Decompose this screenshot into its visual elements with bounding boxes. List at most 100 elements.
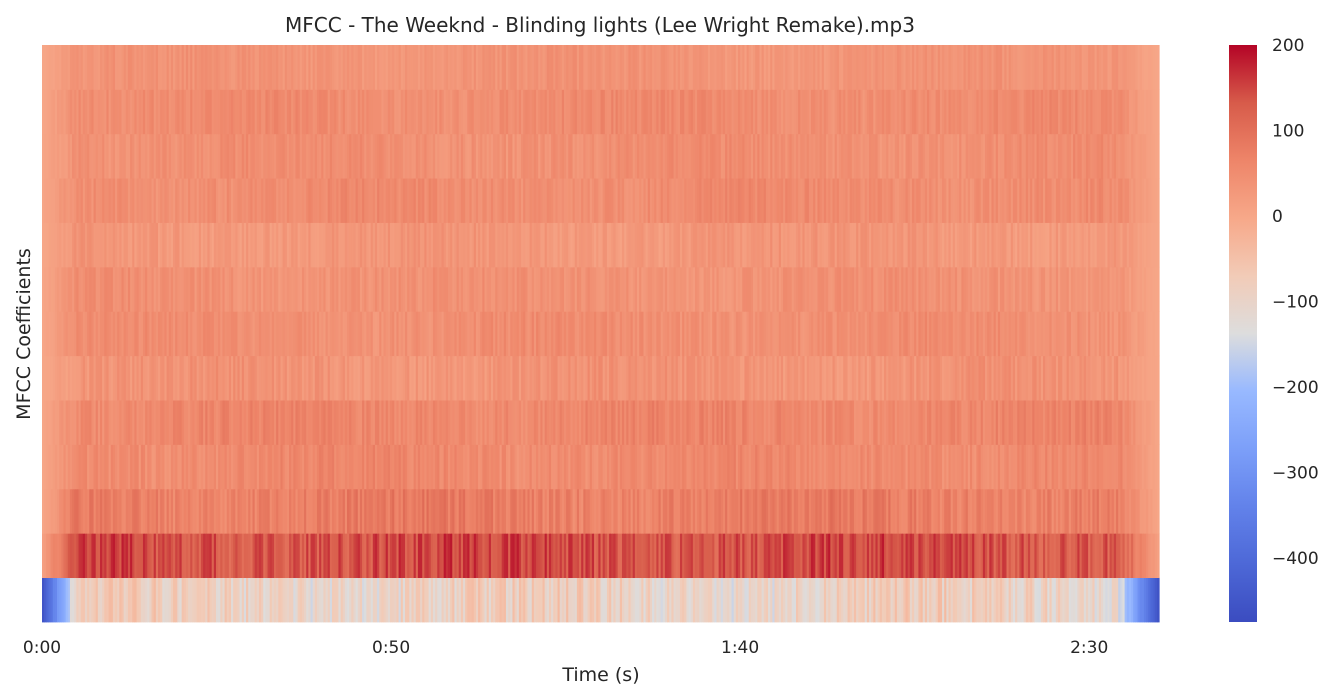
heatmap-cell xyxy=(450,355,453,401)
heatmap-cell xyxy=(778,577,782,623)
heatmap-cell xyxy=(1008,577,1012,623)
heatmap-cell xyxy=(643,311,647,357)
heatmap-cell xyxy=(675,400,679,445)
heatmap-cell xyxy=(1021,444,1025,490)
heatmap-cell xyxy=(420,266,423,312)
heatmap-cell xyxy=(183,400,187,445)
heatmap-cell xyxy=(495,444,498,490)
heatmap-cell xyxy=(394,178,398,223)
heatmap-cell xyxy=(336,577,340,623)
heatmap-cell xyxy=(826,488,829,534)
heatmap-cell xyxy=(467,488,471,534)
heatmap-cell xyxy=(181,178,185,223)
heatmap-cell xyxy=(398,355,402,401)
heatmap-cell xyxy=(849,266,853,312)
heatmap-cell xyxy=(536,266,539,312)
heatmap-cell xyxy=(806,533,810,579)
heatmap-cell xyxy=(671,444,675,490)
heatmap-cell xyxy=(896,488,900,534)
heatmap-cell xyxy=(791,355,795,401)
heatmap-cell xyxy=(630,222,634,268)
heatmap-cell xyxy=(722,222,726,268)
heatmap-cell xyxy=(860,222,864,268)
heatmap-cell xyxy=(961,311,965,357)
heatmap-cell xyxy=(1109,355,1113,401)
heatmap-cell xyxy=(682,266,685,312)
heatmap-cell xyxy=(716,577,720,623)
heatmap-cell xyxy=(785,355,788,401)
heatmap-cell xyxy=(347,266,350,312)
heatmap-cell xyxy=(647,444,651,490)
heatmap-cell xyxy=(87,178,90,223)
heatmap-cell xyxy=(121,266,125,312)
heatmap-cell xyxy=(162,222,166,268)
heatmap-cell xyxy=(273,355,277,401)
heatmap-cell xyxy=(493,178,496,223)
heatmap-cell xyxy=(1030,577,1033,623)
heatmap-cell xyxy=(475,266,479,312)
heatmap-cell xyxy=(714,533,718,579)
heatmap-cell xyxy=(286,178,290,223)
heatmap-cell xyxy=(563,488,567,534)
heatmap-cell xyxy=(555,355,559,401)
heatmap-cell xyxy=(888,444,892,490)
heatmap-cell xyxy=(1077,355,1081,401)
heatmap-cell xyxy=(671,311,675,357)
heatmap-cell xyxy=(982,533,986,579)
heatmap-cell xyxy=(1017,355,1020,401)
heatmap-cell xyxy=(695,444,698,490)
heatmap-cell xyxy=(72,488,75,534)
heatmap-cell xyxy=(1017,266,1020,312)
heatmap-cell xyxy=(954,222,958,268)
heatmap-cell xyxy=(1079,311,1083,357)
heatmap-cell xyxy=(776,444,780,490)
heatmap-cell xyxy=(901,533,904,579)
heatmap-cell xyxy=(862,266,866,312)
heatmap-cell xyxy=(362,266,365,312)
heatmap-cell xyxy=(583,355,587,401)
heatmap-cell xyxy=(224,533,228,579)
heatmap-cell xyxy=(714,355,718,401)
heatmap-cell xyxy=(93,488,97,534)
heatmap-cell xyxy=(456,577,460,623)
heatmap-cell xyxy=(789,266,793,312)
heatmap-cell xyxy=(1010,222,1014,268)
heatmap-cell xyxy=(731,444,735,490)
heatmap-cell xyxy=(581,444,584,490)
heatmap-cell xyxy=(862,311,866,357)
heatmap-cell xyxy=(160,444,163,490)
heatmap-cell xyxy=(471,488,475,534)
heatmap-cell xyxy=(134,311,138,357)
heatmap-cell xyxy=(1064,577,1068,623)
heatmap-cell xyxy=(551,444,554,490)
heatmap-cell xyxy=(643,355,647,401)
heatmap-cell xyxy=(411,444,415,490)
heatmap-cell xyxy=(768,311,771,357)
heatmap-cell xyxy=(1143,444,1147,490)
heatmap-cell xyxy=(587,355,591,401)
heatmap-cell xyxy=(611,488,614,534)
heatmap-cell xyxy=(555,577,559,623)
heatmap-cell xyxy=(959,311,962,357)
heatmap-cell xyxy=(594,533,597,579)
heatmap-cell xyxy=(830,488,834,534)
heatmap-cell xyxy=(1051,444,1055,490)
heatmap-cell xyxy=(967,355,971,401)
heatmap-cell xyxy=(424,400,428,445)
heatmap-cell xyxy=(826,311,829,357)
heatmap-cell xyxy=(980,577,984,623)
heatmap-cell xyxy=(686,444,690,490)
heatmap-cell xyxy=(392,222,395,268)
heatmap-cell xyxy=(965,444,969,490)
heatmap-cell xyxy=(1152,311,1156,357)
heatmap-cell xyxy=(858,311,862,357)
heatmap-cell xyxy=(374,222,378,268)
heatmap-cell xyxy=(707,577,711,623)
heatmap-cell xyxy=(450,311,453,357)
heatmap-cell xyxy=(637,355,640,401)
heatmap-cell xyxy=(254,311,258,357)
heatmap-cell xyxy=(106,266,110,312)
heatmap-cell xyxy=(78,444,82,490)
heatmap-cell xyxy=(213,488,217,534)
heatmap-cell xyxy=(454,311,458,357)
